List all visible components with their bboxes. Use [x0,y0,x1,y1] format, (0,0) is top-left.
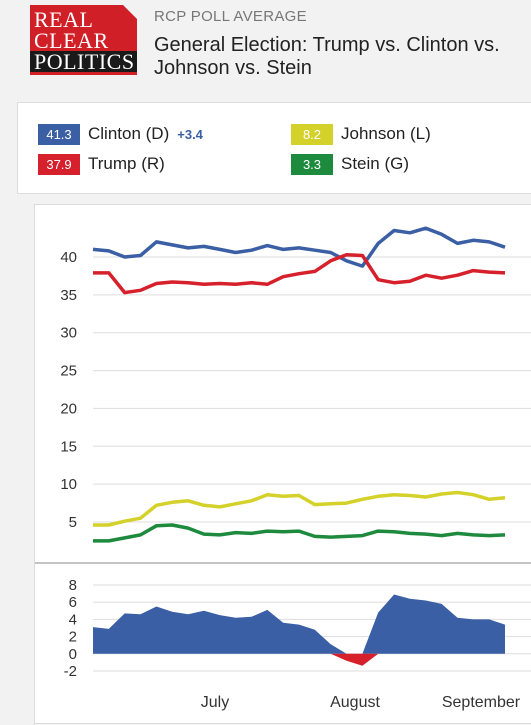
legend-item-stein[interactable]: 3.3 Stein (G) [291,153,409,175]
month-label-september: September [442,694,521,711]
title-line-1: General Election: Trump vs. Clinton vs. [154,34,500,56]
series-line-trump [93,252,506,295]
main-y-tick-label: 20 [60,400,77,417]
month-label-july: July [201,694,229,711]
main-chart-lines [92,226,506,543]
main-y-tick-label: 25 [60,363,77,380]
series-line-stein [93,523,506,543]
clinton-spread: +3.4 [177,126,203,142]
main-y-tick-label: 15 [60,438,77,455]
stein-value-badge: 3.3 [291,153,333,175]
spread-y-tick-label: 2 [69,629,77,646]
main-y-tick-label: 30 [60,325,77,342]
spread-y-tick-label: 8 [69,577,77,594]
rcp-logo[interactable]: REAL CLEAR POLITICS [30,5,137,75]
spread-y-tick-label: 4 [69,611,77,628]
title-line-2: Johnson vs. Stein [154,57,312,79]
legend-item-johnson[interactable]: 8.2 Johnson (L) [291,123,431,145]
johnson-value-badge: 8.2 [291,123,333,145]
spread-y-tick-label: 6 [69,594,77,611]
logo-line-3: POLITICS [30,51,137,73]
spread-y-tick-label: -2 [64,663,77,680]
spread-y-tick-label: 0 [69,646,77,663]
x-axis-month-labels: July August September [201,694,521,711]
main-y-tick-label: 35 [60,287,77,304]
main-y-tick-label: 5 [69,514,77,531]
series-line-clinton [92,226,506,268]
main-y-tick-label: 40 [60,249,77,266]
legend-item-trump[interactable]: 37.9 Trump (R) [38,153,165,175]
stein-label: Stein (G) [341,154,410,173]
main-chart-y-ticks: 5 10 15 20 25 30 35 40 [60,249,77,531]
series-line-johnson [93,490,506,527]
logo-line-2: CLEAR [34,28,109,53]
trump-label: Trump (R) [88,154,165,173]
page-title: General Election: Trump vs. Clinton vs. … [154,34,500,80]
header: REAL CLEAR POLITICS RCP POLL AVERAGE Gen… [0,0,531,102]
johnson-label: Johnson (L) [341,124,431,143]
logo-corner-fold [123,5,137,19]
spread-area-positive [93,594,505,654]
spread-area-negative [93,653,505,666]
legend-item-clinton[interactable]: 41.3 Clinton (D) +3.4 [38,123,203,145]
clinton-label: Clinton (D) [88,124,170,143]
clinton-value-badge: 41.3 [38,123,80,145]
month-label-august: August [330,694,380,711]
candidate-legend: 41.3 Clinton (D) +3.4 37.9 Trump (R) 8.2… [17,102,531,194]
logo-line-1: REAL [34,7,94,32]
poll-chart-card: 5 10 15 20 25 30 35 40 -2 0 2 4 6 8 July August Septem… [34,204,531,724]
main-y-tick-label: 10 [60,476,77,493]
poll-average-kicker: RCP POLL AVERAGE [154,8,307,25]
main-chart-grid [93,256,531,523]
spread-chart-area [93,594,505,666]
trump-value-badge: 37.9 [38,153,80,175]
